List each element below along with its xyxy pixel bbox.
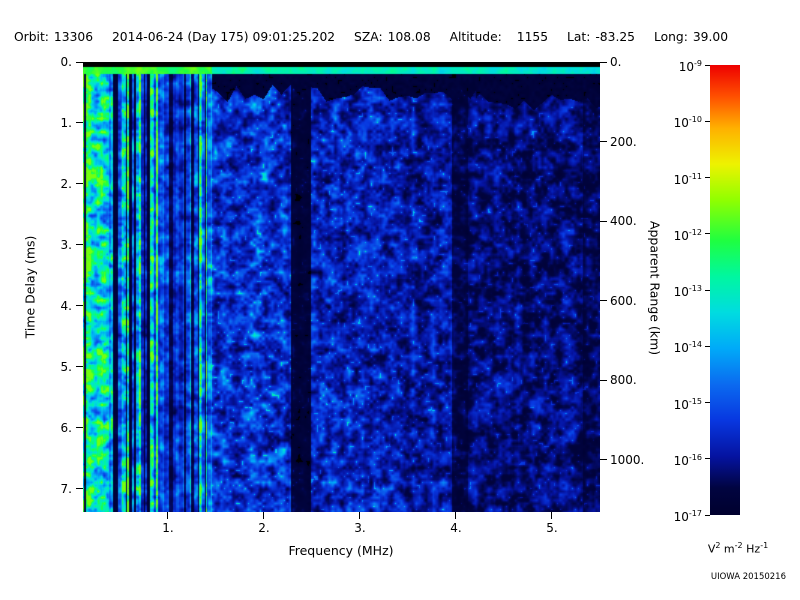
altitude-label: Altitude:: [449, 30, 502, 44]
y-axis-left-title: Time Delay (ms): [22, 235, 38, 339]
long-group: Long: 39.00: [654, 30, 728, 44]
y-left-tick: [76, 427, 83, 429]
y-left-tick-label: 6.: [60, 420, 72, 435]
colorbar-tick-label: 10-9: [678, 59, 702, 74]
y-left-tick: [76, 122, 83, 124]
y-left-tick-label: 7.: [60, 481, 72, 496]
y-right-tick: [600, 379, 607, 381]
y-left-tick-label: 1.: [60, 115, 72, 130]
altitude-group: Altitude: 1155: [450, 30, 549, 44]
y-axis-right-title: Apparent Range (km): [647, 220, 663, 356]
y-right-tick: [600, 459, 607, 461]
y-left-tick: [76, 488, 83, 490]
colorbar-tick-label: 10-16: [673, 452, 702, 468]
y-right-tick-label: 0.: [610, 55, 622, 69]
x-tick-label: 4.: [450, 521, 462, 535]
y-left-tick: [76, 305, 83, 307]
colorbar: [710, 65, 740, 515]
header-info: Orbit: 13306 2014-06-24 (Day 175) 09:01:2…: [14, 30, 743, 44]
y-right-tick-label: 1000.: [610, 452, 645, 467]
orbit-value: 13306: [53, 30, 94, 44]
colorbar-tick-label: 10-12: [673, 227, 702, 243]
long-value: 39.00: [692, 30, 729, 44]
x-tick: [167, 512, 169, 519]
y-left-tick-label: 2.: [60, 176, 72, 191]
x-axis-title: Frequency (MHz): [288, 543, 394, 558]
orbit-group: Orbit: 13306: [14, 30, 93, 44]
y-left-tick: [76, 366, 83, 368]
lat-label: Lat:: [567, 30, 591, 44]
long-label: Long:: [653, 30, 688, 44]
sza-value: 108.08: [387, 30, 431, 44]
sza-label: SZA:: [354, 30, 383, 44]
colorbar-units: V2 m-2 Hz-1: [707, 541, 769, 556]
lat-value: -83.25: [595, 30, 636, 44]
sza-group: SZA: 108.08: [354, 30, 431, 44]
colorbar-tick-label: 10-14: [673, 340, 702, 356]
datetime-text: 2014-06-24 (Day 175) 09:01:25.202: [111, 30, 336, 44]
y-right-tick-label: 200.: [610, 134, 637, 149]
y-left-tick-label: 0.: [60, 55, 72, 69]
spectrogram-canvas: [83, 62, 600, 512]
x-tick-label: 2.: [258, 521, 270, 535]
x-tick: [263, 512, 265, 519]
y-left-tick-label: 4.: [60, 298, 72, 313]
altitude-value: 1155: [516, 30, 549, 44]
y-left-tick: [76, 244, 83, 246]
colorbar-tick-label: 10-11: [673, 171, 702, 187]
y-left-tick: [76, 61, 83, 63]
y-left-tick-label: 3.: [60, 237, 72, 252]
orbit-label: Orbit:: [14, 30, 49, 44]
y-left-tick: [76, 183, 83, 185]
x-tick-label: 1.: [162, 521, 174, 535]
credit-text: UIOWA 20150216: [710, 572, 786, 582]
x-tick-label: 3.: [354, 521, 366, 535]
y-right-tick: [600, 300, 607, 302]
y-right-tick: [600, 141, 607, 143]
y-right-tick: [600, 220, 607, 222]
x-tick: [359, 512, 361, 519]
x-tick-label: 5.: [546, 521, 558, 535]
colorbar-tick-label: 10-13: [673, 284, 702, 299]
y-right-tick-label: 800.: [610, 373, 637, 388]
y-left-tick-label: 5.: [60, 359, 72, 374]
colorbar-tick-label: 10-17: [673, 509, 702, 524]
x-tick: [551, 512, 553, 519]
lat-group: Lat: -83.25: [567, 30, 635, 44]
y-right-tick: [600, 61, 607, 63]
colorbar-tick-label: 10-10: [673, 115, 702, 131]
x-tick: [455, 512, 457, 519]
colorbar-tick-label: 10-15: [673, 396, 702, 412]
